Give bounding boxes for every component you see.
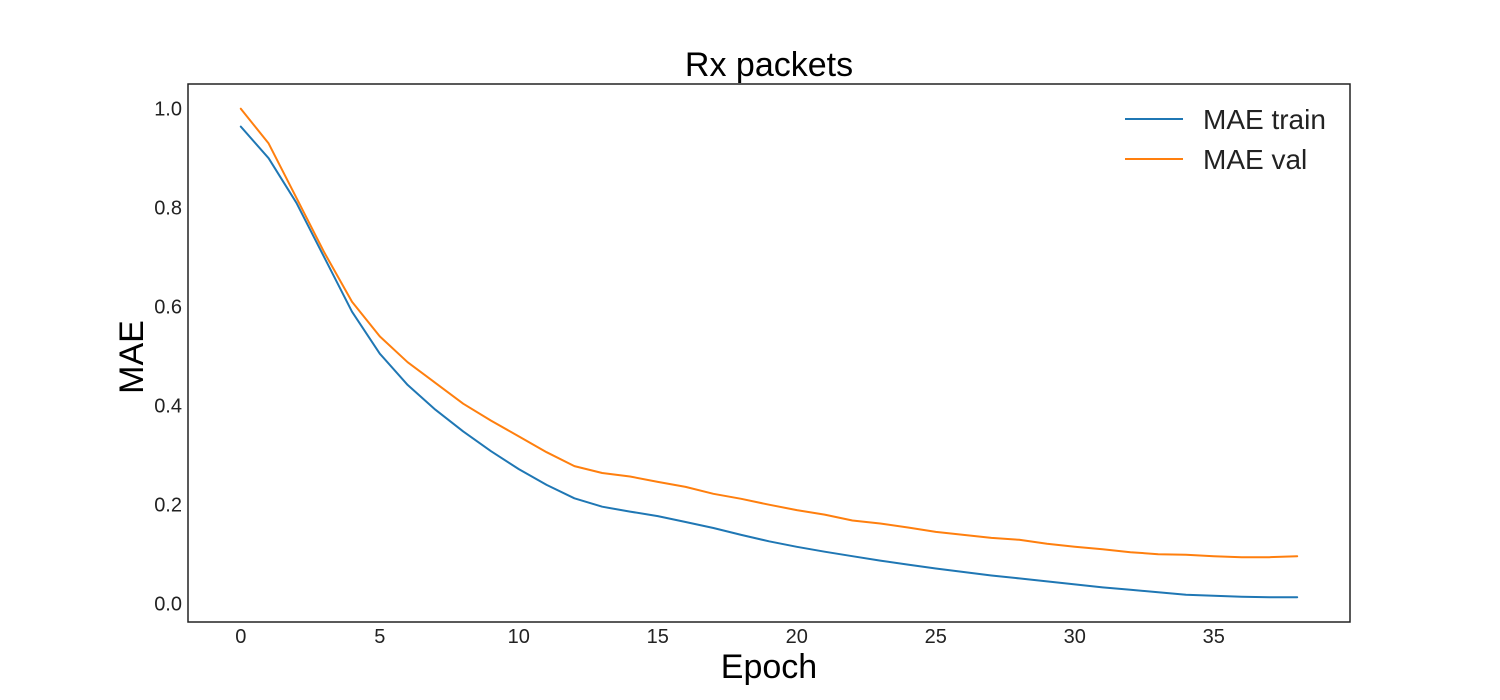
y-tick-label: 0.8 [154, 198, 182, 220]
legend-label: MAE train [1203, 104, 1326, 135]
legend: MAE train MAE val [1125, 104, 1326, 175]
x-tick-label: 20 [786, 626, 808, 648]
series-line-1 [239, 125, 1299, 599]
x-tick-label: 0 [235, 626, 246, 648]
series-lines [239, 107, 1299, 599]
x-axis-ticks: 0 5 10 15 20 25 30 35 [235, 626, 1225, 648]
x-tick-label: 15 [647, 626, 669, 648]
series-line-2 [239, 107, 1299, 559]
y-tick-label: 1.0 [154, 99, 182, 121]
x-tick-label: 10 [508, 626, 530, 648]
x-axis-label: Epoch [721, 648, 817, 686]
y-tick-label: 0.2 [154, 495, 182, 517]
legend-label: MAE val [1203, 144, 1307, 175]
y-axis-label: MAE [113, 320, 151, 394]
plot-area: 0 5 10 15 20 25 30 35 0.0 0.2 0.4 0.6 0.8 1.0 [154, 83, 1351, 648]
x-tick-label: 25 [925, 626, 947, 648]
chart-title: Rx packets [685, 46, 853, 84]
x-tick-label: 5 [374, 626, 385, 648]
y-tick-label: 0.0 [154, 594, 182, 616]
x-tick-label: 30 [1064, 626, 1086, 648]
y-axis-ticks: 0.0 0.2 0.4 0.6 0.8 1.0 [154, 99, 182, 616]
y-tick-label: 0.6 [154, 297, 182, 319]
x-tick-label: 35 [1203, 626, 1225, 648]
y-tick-label: 0.4 [154, 396, 182, 418]
plot-frame [187, 83, 1351, 623]
